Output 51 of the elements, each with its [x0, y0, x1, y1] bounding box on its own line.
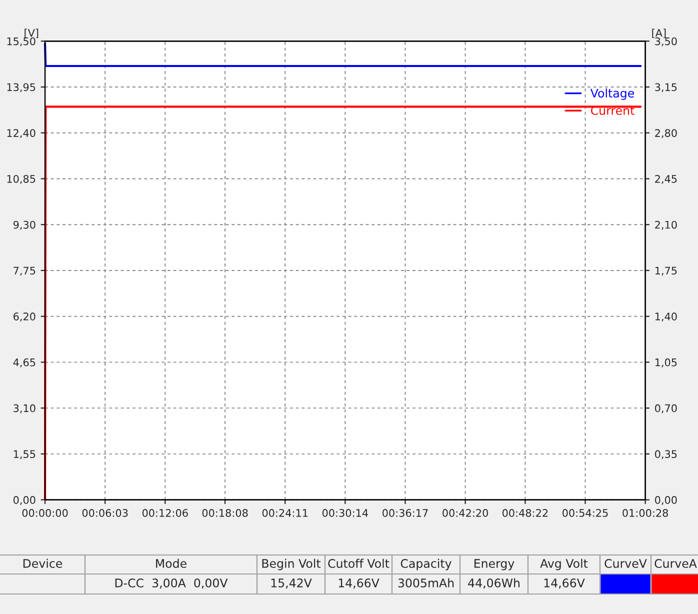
text: Capacity [400, 558, 452, 570]
y-tick-label: 9,30 [13, 220, 36, 230]
text: Device [23, 558, 62, 568]
y2-tick-label: 2,80 [655, 129, 677, 138]
y-tick-label: 6,20 [14, 312, 36, 322]
y2-tick-label: 2,45 [655, 174, 677, 184]
text: 15,42V [271, 578, 312, 589]
text: 14,66V [338, 578, 380, 589]
y-tick-label: 1,55 [14, 450, 36, 460]
x-tick-label: 00:30:14 [322, 509, 368, 517]
text: 44,06Wh [468, 578, 520, 589]
y2-tick-label: 3,15 [655, 83, 677, 92]
x-tick-label: 00:54:25 [562, 509, 608, 517]
y2-tick-label: 0,35 [655, 450, 677, 460]
text: Begin Volt [262, 558, 321, 570]
y-tick-label: 12,40 [7, 129, 36, 138]
y-axis-title: [V] [24, 28, 38, 38]
y2-tick-label: 3,50 [655, 37, 677, 46]
y-tick-label: 13,95 [7, 83, 36, 92]
x-tick-label: 00:42:20 [442, 509, 488, 517]
y-tick-label: 0,00 [13, 496, 36, 505]
x-tick-label: 01:00:28 [622, 509, 668, 517]
text: CurveV [604, 558, 647, 568]
legend-label: Voltage [590, 88, 634, 100]
text: 14,66V [544, 578, 585, 589]
y2-tick-label: 0,00 [655, 496, 677, 505]
text: 3005mAh [398, 578, 454, 588]
y2-tick-label: 0,70 [655, 404, 677, 414]
x-tick-label: 00:24:11 [262, 509, 308, 517]
x-tick-label: 00:36:17 [382, 509, 428, 517]
text: D-CC 3,00A 0,00V [115, 578, 228, 589]
y-tick-label: 7,75 [14, 266, 36, 276]
x-tick-label: 00:18:08 [202, 509, 248, 517]
y2-axis-title: [A] [652, 28, 666, 38]
x-tick-label: 00:06:03 [82, 509, 128, 517]
y2-tick-label: 2,10 [655, 220, 677, 230]
y-tick-label: 4,65 [13, 358, 36, 368]
y-tick-label: 3,10 [14, 404, 36, 414]
x-tick-label: 00:48:22 [502, 509, 548, 517]
y2-tick-label: 1,75 [655, 266, 677, 276]
text: Mode [156, 558, 186, 568]
text: Cutoff Volt [328, 558, 390, 568]
y-tick-label: 10,85 [7, 174, 36, 184]
y-tick-label: 15,50 [7, 37, 36, 46]
y2-tick-label: 1,40 [655, 312, 677, 322]
x-tick-label: 00:00:00 [22, 509, 68, 517]
x-tick-label: 00:12:06 [142, 509, 188, 517]
text: Energy [474, 559, 514, 570]
text: CurveA [654, 558, 697, 568]
text: Avg Volt [540, 558, 588, 570]
y2-tick-label: 1,05 [655, 358, 677, 368]
